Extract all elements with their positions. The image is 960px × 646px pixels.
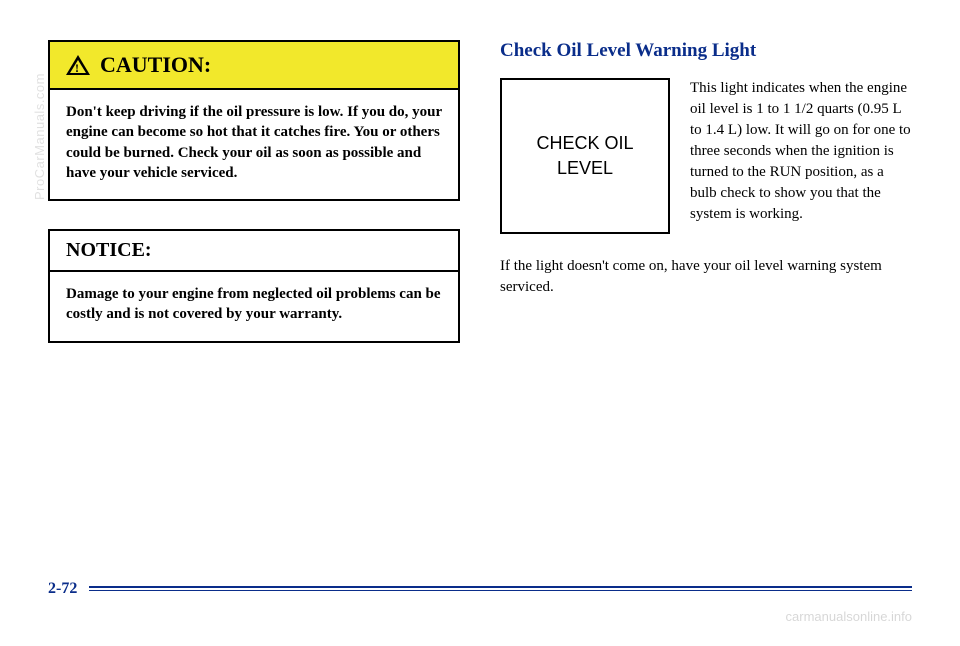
caution-title: CAUTION:	[100, 52, 211, 78]
right-column: Check Oil Level Warning Light CHECK OIL …	[500, 40, 912, 343]
page-footer: 2-72	[48, 580, 912, 598]
exclamation-icon: !	[75, 61, 79, 76]
section-title: Check Oil Level Warning Light	[500, 40, 912, 62]
page-content: ! CAUTION: Don't keep driving if the oil…	[0, 0, 960, 343]
watermark-bottom-right: carmanualsonline.info	[786, 609, 912, 624]
indicator-row: CHECK OIL LEVEL This light indicates whe…	[500, 78, 912, 234]
warning-triangle-icon: !	[66, 55, 90, 75]
indicator-description: This light indicates when the engine oil…	[690, 78, 912, 234]
notice-title: NOTICE:	[50, 231, 458, 272]
left-column: ! CAUTION: Don't keep driving if the oil…	[48, 40, 460, 343]
page-number: 2-72	[48, 580, 77, 598]
caution-body: Don't keep driving if the oil pressure i…	[50, 90, 458, 199]
indicator-label: CHECK OIL LEVEL	[536, 131, 633, 181]
caution-box: ! CAUTION: Don't keep driving if the oil…	[48, 40, 460, 201]
notice-box: NOTICE: Damage to your engine from negle…	[48, 229, 460, 343]
check-oil-indicator: CHECK OIL LEVEL	[500, 78, 670, 234]
notice-body: Damage to your engine from neglected oil…	[50, 272, 458, 341]
footer-rule	[89, 586, 912, 592]
caution-header: ! CAUTION:	[50, 42, 458, 90]
follow-text: If the light doesn't come on, have your …	[500, 256, 912, 298]
indicator-line2: LEVEL	[536, 156, 633, 181]
watermark-left: ProCarManuals.com	[32, 73, 47, 200]
indicator-line1: CHECK OIL	[536, 131, 633, 156]
